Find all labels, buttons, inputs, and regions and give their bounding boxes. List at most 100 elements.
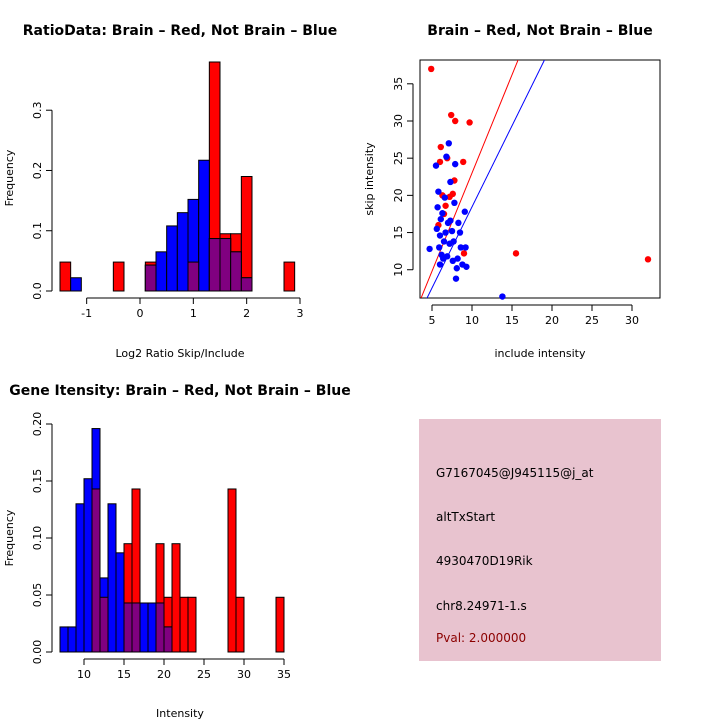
scatter-brain-point	[437, 143, 444, 151]
intensity-histogram-not-brain-bar	[115, 552, 125, 653]
scatter-y-tick-label: 10	[392, 263, 405, 277]
scatter-not-brain-point	[442, 229, 449, 236]
scatter-brain-point	[449, 190, 456, 198]
scatter-brain-point	[460, 158, 467, 166]
scatter-panel: Brain – Red, Not Brain – Blue 5 10 15 20 25 3…	[363, 23, 661, 360]
scatter-x-tick-label: 30	[625, 314, 639, 327]
scatter-y-tick-label: 30	[392, 114, 405, 128]
intensity-histogram-x-tick-label: 35	[277, 668, 291, 681]
intensity-histogram-not-brain-bar	[67, 626, 77, 653]
intensity-histogram-overlap-bar	[123, 602, 133, 653]
ratio-histogram-not-brain-bar	[70, 277, 82, 292]
scatter-not-brain-point	[433, 225, 440, 233]
intensity-histogram-title: Gene Itensity: Brain – Red, Not Brain – …	[9, 383, 351, 399]
ratio-histogram-panel: RatioData: Brain – Red, Not Brain – Blue…	[3, 23, 337, 360]
ratio-histogram-x-tick-label: -1	[81, 307, 92, 320]
scatter-not-brain-point	[441, 194, 448, 201]
scatter-not-brain-point	[436, 244, 443, 251]
scatter-not-brain-point	[452, 275, 460, 282]
intensity-histogram-overlap-bar	[91, 488, 101, 653]
intensity-histogram-not-brain-bar	[59, 626, 69, 653]
ratio-histogram-title: RatioData: Brain – Red, Not Brain – Blue	[23, 23, 337, 39]
scatter-x-tick-label: 10	[465, 314, 479, 327]
ratio-histogram-x-tick-label: 2	[243, 307, 250, 320]
scatter-axes: 5 10 15 20 25 30 10 15 20 25 30 35	[392, 77, 639, 327]
intensity-histogram-x-tick-label: 15	[117, 668, 131, 681]
intensity-histogram-overlap-bar	[163, 626, 173, 653]
ratio-histogram-y-tick-label: 0.3	[31, 101, 44, 119]
ratio-histogram-bars	[59, 61, 296, 292]
scatter-not-brain-point	[436, 232, 444, 239]
scatter-not-brain-point	[461, 208, 468, 215]
scatter-y-tick-label: 35	[392, 77, 405, 91]
scatter-points	[426, 65, 652, 300]
intensity-histogram-x-tick-label: 10	[77, 668, 91, 681]
ratio-histogram-x-tick-label: 1	[190, 307, 197, 320]
ratio-histogram-y-tick-label: 0.2	[31, 162, 44, 180]
scatter-not-brain-point	[451, 199, 458, 206]
intensity-histogram-not-brain-bar	[83, 478, 93, 653]
ratio-histogram-overlap-bar	[144, 264, 157, 292]
scatter-not-brain-point	[434, 204, 441, 211]
ratio-histogram-brain-bar	[112, 261, 125, 292]
ratio-histogram-x-tick-label: 0	[137, 307, 144, 320]
info-location: chr8.24971-1.s	[436, 599, 527, 613]
intensity-histogram-axes: 10 15 20 25 30 35 0.00 0.05 0.10 0.15 0.20	[31, 412, 291, 681]
intensity-histogram-overlap-bar	[155, 602, 165, 653]
scatter-brain-point	[442, 202, 449, 209]
scatter-not-brain-point	[432, 162, 440, 169]
scatter-not-brain-point	[444, 253, 451, 260]
scatter-not-brain-point	[454, 255, 461, 262]
info-probe-id: G7167045@J945115@j_at	[436, 466, 594, 480]
scatter-not-brain-point	[426, 245, 433, 253]
scatter-not-brain-point	[439, 210, 446, 217]
ratio-histogram-brain-bar	[240, 176, 253, 292]
ratio-histogram-ylabel: Frequency	[3, 149, 16, 206]
intensity-histogram-brain-bar	[171, 543, 181, 653]
intensity-histogram-x-tick-label: 20	[157, 668, 171, 681]
scatter-xlabel: include intensity	[494, 347, 586, 360]
scatter-not-brain-point	[443, 153, 450, 160]
ratio-histogram-not-brain-bar	[166, 225, 178, 292]
scatter-brain-point	[466, 119, 473, 126]
intensity-histogram-panel: Gene Itensity: Brain – Red, Not Brain – …	[3, 383, 351, 720]
ratio-histogram-y-tick-label: 0.0	[31, 282, 44, 300]
ratio-histogram-axes: -1 0 1 2 3 0.0 0.1 0.2 0.3	[31, 101, 304, 320]
scatter-y-tick-label: 20	[392, 188, 405, 202]
ratio-histogram-not-brain-bar	[176, 212, 189, 292]
ratio-histogram-overlap-bar	[230, 251, 242, 292]
scatter-y-tick-label: 15	[392, 226, 405, 240]
info-pval: Pval: 2.000000	[436, 631, 526, 645]
info-panel-background	[419, 419, 661, 661]
scatter-brain-point	[448, 111, 455, 119]
intensity-histogram-y-tick-label: 0.15	[31, 469, 44, 494]
scatter-brain-point	[428, 65, 435, 73]
ratio-histogram-overlap-bar	[208, 238, 221, 292]
intensity-histogram-y-tick-label: 0.00	[31, 640, 44, 665]
intensity-histogram-brain-bar	[275, 596, 285, 653]
scatter-not-brain-point	[447, 178, 454, 186]
scatter-fit-line	[420, 60, 519, 298]
scatter-not-brain-point	[440, 238, 448, 245]
scatter-not-brain-point	[456, 229, 464, 236]
scatter-x-tick-label: 5	[429, 314, 436, 327]
scatter-not-brain-point	[450, 238, 457, 245]
ratio-histogram-x-tick-label: 3	[297, 307, 304, 320]
scatter-brain-point	[436, 158, 444, 166]
scatter-not-brain-point	[457, 244, 464, 251]
scatter-brain-point	[512, 250, 520, 257]
intensity-histogram-y-tick-label: 0.10	[31, 526, 44, 551]
scatter-brain-point	[644, 256, 652, 263]
intensity-histogram-not-brain-bar	[107, 503, 117, 653]
intensity-histogram-y-tick-label: 0.20	[31, 412, 44, 437]
ratio-histogram-not-brain-bar	[198, 159, 210, 292]
scatter-not-brain-point	[437, 215, 444, 223]
scatter-x-tick-label: 20	[545, 314, 559, 327]
scatter-title: Brain – Red, Not Brain – Blue	[427, 23, 652, 39]
ratio-histogram-xlabel: Log2 Ratio Skip/Include	[115, 347, 244, 360]
info-gene: 4930470D19Rik	[436, 554, 533, 568]
ratio-histogram-overlap-bar	[219, 238, 232, 292]
intensity-histogram-brain-bar	[179, 596, 189, 653]
intensity-histogram-overlap-bar	[99, 596, 109, 653]
